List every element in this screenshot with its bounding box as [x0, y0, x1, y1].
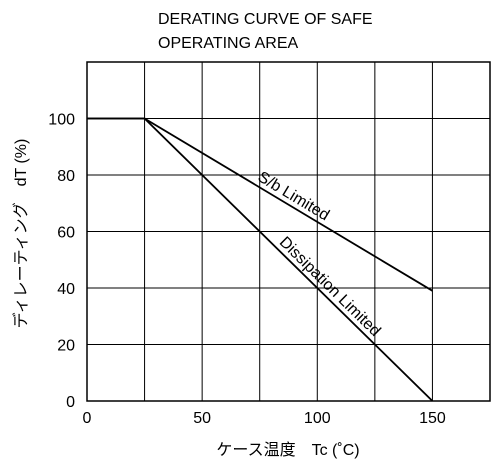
- y-tick-labels: 0 20 40 60 80 100: [48, 112, 75, 412]
- x-tick-label: 0: [83, 410, 92, 427]
- y-tick-label: 0: [66, 394, 75, 411]
- series-line-1: [87, 117, 434, 402]
- grid: [87, 62, 490, 401]
- chart-title-line-2: OPERATING AREA: [158, 35, 299, 52]
- x-tick-label: 150: [419, 410, 446, 427]
- x-tick-label: 100: [304, 410, 331, 427]
- series-label-sb-limited: S/b Limited: [255, 169, 332, 225]
- y-tick-label: 100: [48, 112, 75, 129]
- x-axis-label: ケース温度 Tc (˚C): [216, 441, 359, 459]
- y-axis-label: ディレーティング dT (%): [11, 139, 30, 329]
- series-label-dissipation-limited: Dissipation Limited: [276, 234, 384, 340]
- y-tick-label: 60: [57, 225, 75, 242]
- y-tick-label: 20: [57, 338, 75, 355]
- series-lines: [87, 117, 434, 402]
- plot-border: [86, 61, 491, 402]
- chart-title-line-1: DERATING CURVE OF SAFE: [158, 11, 373, 28]
- y-tick-label: 40: [57, 281, 75, 298]
- x-tick-label: 50: [193, 410, 211, 427]
- plot-frame: [86, 61, 491, 402]
- y-tick-label: 80: [57, 168, 75, 185]
- x-tick-labels: 0 50 100 150: [83, 410, 446, 427]
